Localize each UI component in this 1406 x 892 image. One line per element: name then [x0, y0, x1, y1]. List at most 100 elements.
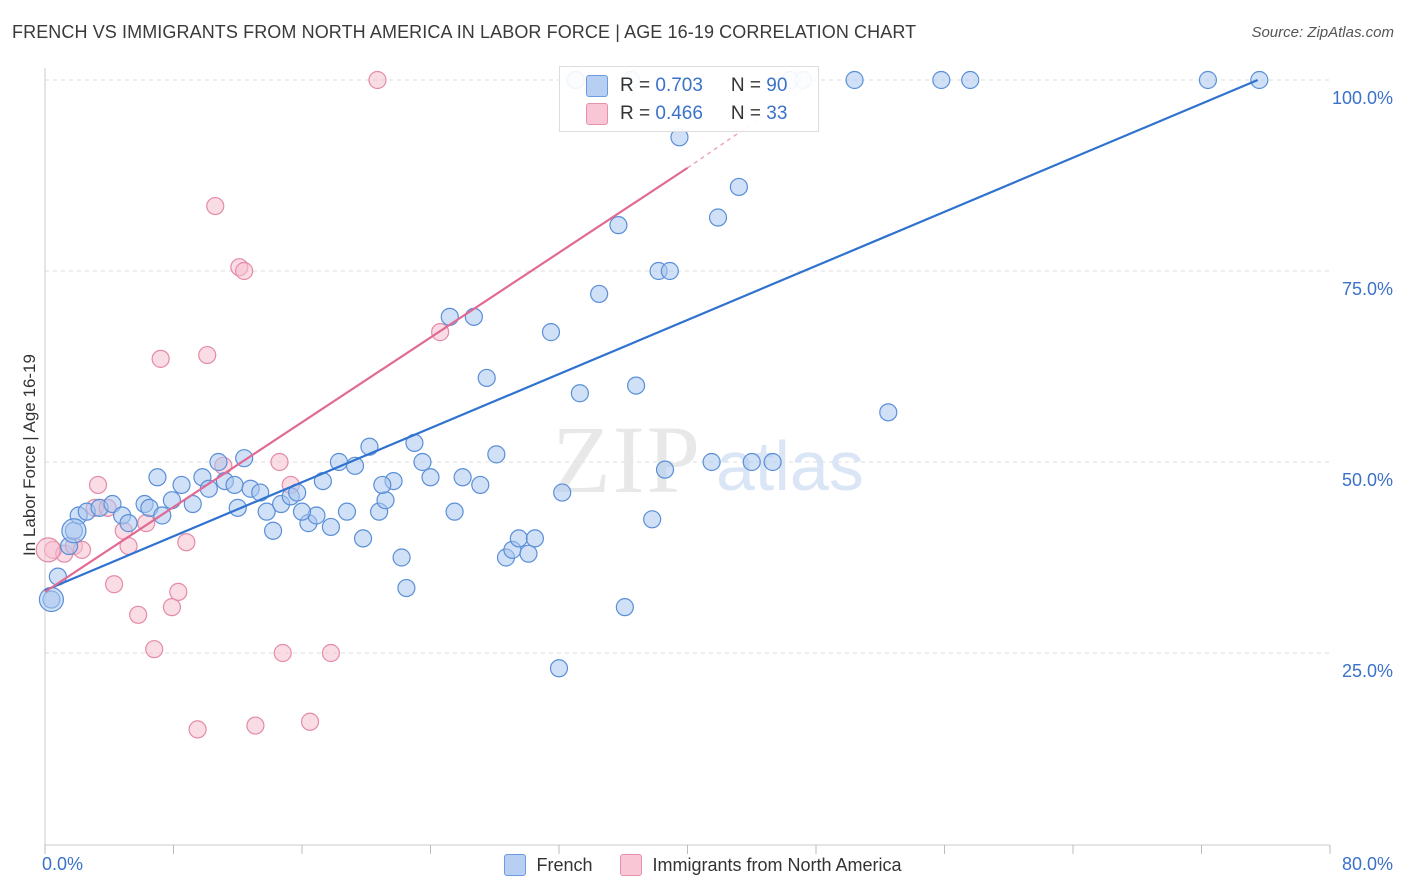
immigrants-point [198, 345, 217, 365]
french-point [376, 491, 395, 510]
x-tick-labels: 0.0% 80.0% [42, 854, 1393, 874]
y-tick-label: 50.0% [1342, 470, 1393, 490]
french-point [742, 452, 761, 472]
french-point [251, 483, 270, 502]
immigrants-point [129, 605, 148, 624]
french-point [321, 517, 341, 537]
french-point [172, 475, 191, 495]
legend-item-immigrants[interactable]: Immigrants from North America [620, 854, 902, 876]
immigrants-point [188, 720, 207, 739]
legend-immigrants-swatch [620, 854, 643, 876]
french-point [1250, 70, 1269, 90]
french-point [660, 261, 679, 281]
imm-n-label: N = [730, 103, 767, 124]
french-points [38, 70, 1269, 678]
stats-row-french: R = 0.703 N = 90 [586, 71, 787, 101]
chart-title: FRENCH VS IMMIGRANTS FROM NORTH AMERICA … [12, 22, 917, 42]
french-point [487, 445, 506, 464]
french-point [879, 403, 898, 422]
immigrants-point [177, 533, 196, 552]
immigrants-trend-line [44, 166, 689, 593]
french-point [421, 468, 440, 487]
french-point [471, 475, 490, 495]
x-tick-label: 0.0% [42, 854, 83, 874]
french-point [119, 514, 138, 533]
imm-r-value: 0.466 [655, 103, 703, 124]
french-point [464, 307, 483, 326]
y-tick-label: 75.0% [1342, 279, 1393, 299]
french-point [337, 502, 357, 521]
y-tick-labels: 25.0% 50.0% 75.0% 100.0% [1332, 88, 1393, 681]
french-swatch [586, 75, 608, 97]
french-point [845, 70, 864, 90]
stats-legend: R = 0.703 N = 90 R = 0.466 N = 33 [559, 66, 819, 132]
legend-item-french[interactable]: French [504, 854, 592, 876]
french-point [353, 529, 373, 548]
french-point [626, 376, 646, 395]
source-label: Source: ZipAtlas.com [1251, 24, 1394, 41]
immigrants-point [300, 712, 320, 731]
grid-lines [45, 79, 1330, 654]
french-point [519, 544, 538, 563]
immigrants-point [246, 716, 265, 735]
french-point [702, 452, 721, 472]
french-point [397, 578, 416, 598]
y-tick-label: 100.0% [1332, 88, 1393, 108]
immigrants-point [206, 196, 225, 216]
y-tick-label: 25.0% [1342, 661, 1393, 681]
french-point [932, 70, 951, 90]
legend-french-label: French [536, 854, 593, 875]
french-point [445, 502, 464, 521]
immigrants-point [235, 261, 254, 281]
immigrants-point [104, 575, 124, 594]
immigrants-point [35, 537, 61, 563]
french-point [453, 468, 472, 487]
immigrants-point [169, 582, 188, 601]
french-point [509, 529, 528, 548]
french-point [549, 659, 569, 678]
french-point [1198, 70, 1218, 90]
french-trend-line [44, 78, 1259, 592]
french-point [225, 475, 244, 495]
french-point [570, 384, 589, 403]
watermark-zip: ZIP [552, 406, 702, 513]
stats-row-immigrants: R = 0.466 N = 33 [586, 99, 787, 129]
french-point [209, 452, 228, 472]
immigrants-swatch [586, 103, 608, 125]
french-point [392, 548, 411, 567]
french-point [292, 502, 312, 521]
french-point [263, 521, 283, 540]
french-r-label: R = [620, 75, 656, 96]
french-point [763, 452, 782, 472]
immigrants-point [145, 640, 164, 659]
french-point [541, 323, 561, 342]
french-point [961, 70, 980, 90]
french-point [477, 368, 496, 388]
french-point [38, 586, 65, 613]
french-point [162, 491, 181, 510]
watermark-atlas: atlas [716, 427, 864, 505]
imm-n-value: 33 [766, 103, 788, 124]
french-point [729, 177, 749, 197]
legend-french-swatch [504, 854, 527, 876]
french-point [708, 208, 728, 227]
french-point [329, 452, 349, 472]
immigrants-point [368, 70, 387, 90]
x-tick-label: 80.0% [1342, 854, 1393, 874]
french-r-value: 0.703 [655, 75, 703, 96]
french-point [609, 216, 628, 235]
french-point [655, 460, 675, 479]
watermark: ZIP atlas [552, 406, 864, 513]
immigrants-point [273, 643, 292, 663]
french-point [413, 452, 432, 472]
immigrants-point [151, 349, 170, 368]
legend-immigrants-label: Immigrants from North America [652, 854, 902, 875]
french-point [553, 483, 572, 502]
french-point [61, 518, 87, 544]
bottom-legend: French Immigrants from North America [0, 850, 1406, 880]
french-point [590, 284, 609, 304]
french-point [257, 502, 276, 521]
imm-r-label: R = [620, 103, 656, 124]
immigrants-point [270, 452, 289, 472]
